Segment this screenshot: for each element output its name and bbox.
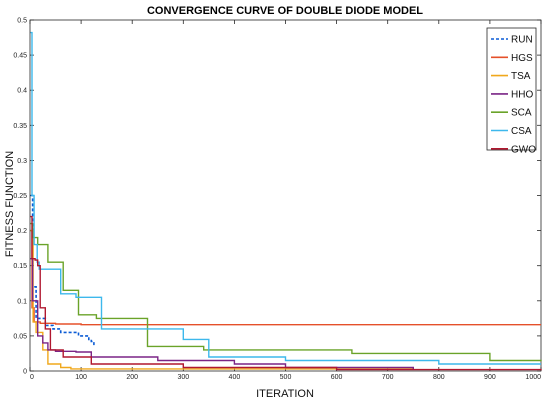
x-tick-label: 0 xyxy=(30,374,34,381)
legend-box xyxy=(486,27,537,151)
legend-label-run: RUN xyxy=(511,35,533,46)
legend: RUN HGS TSA HHO SCA CSA GWO xyxy=(486,27,537,155)
legend-label-csa: CSA xyxy=(511,126,532,137)
series-line-sca xyxy=(30,222,542,362)
y-axis-title: FITNESS FUNCTION xyxy=(4,151,16,257)
legend-label-sca: SCA xyxy=(511,108,532,119)
series-line-run xyxy=(30,194,95,347)
y-tick-label: 0.3 xyxy=(17,158,27,165)
legend-label-hho: HHO xyxy=(511,89,533,100)
legend-label-hgs: HGS xyxy=(511,53,533,64)
series-lines xyxy=(30,31,542,371)
y-tick-label: 0.05 xyxy=(13,333,27,340)
x-tick-label: 400 xyxy=(229,374,241,381)
y-axis-ticks: 0 0.05 0.1 0.15 0.2 0.25 0.3 0.35 0.4 0.45 0.5 xyxy=(13,18,541,376)
x-tick-label: 300 xyxy=(177,374,189,381)
legend-label-tsa: TSA xyxy=(511,71,531,82)
series-line-csa xyxy=(30,31,541,365)
x-axis-title: ITERATION xyxy=(256,388,314,400)
x-tick-label: 1000 xyxy=(525,374,541,381)
series-line-hho xyxy=(30,258,414,370)
x-tick-label: 900 xyxy=(484,374,496,381)
legend-label-gwo: GWO xyxy=(511,144,536,155)
x-tick-label: 200 xyxy=(126,374,138,381)
y-tick-label: 0.1 xyxy=(17,298,27,305)
chart-title: CONVERGENCE CURVE OF DOUBLE DIODE MODEL xyxy=(147,5,423,17)
series-line-tsa xyxy=(30,229,414,370)
y-tick-label: 0.4 xyxy=(17,88,27,95)
x-tick-label: 500 xyxy=(280,374,292,381)
y-tick-label: 0.25 xyxy=(13,193,27,200)
y-tick-label: 0.2 xyxy=(17,228,27,235)
y-tick-label: 0.5 xyxy=(17,18,27,25)
y-tick-label: 0 xyxy=(23,369,27,376)
x-tick-label: 800 xyxy=(433,374,445,381)
x-tick-label: 100 xyxy=(75,374,87,381)
y-tick-label: 0.15 xyxy=(13,263,27,270)
y-tick-label: 0.45 xyxy=(13,53,27,60)
series-line-gwo xyxy=(30,215,542,371)
y-tick-label: 0.35 xyxy=(13,123,27,130)
x-tick-label: 700 xyxy=(382,374,394,381)
x-tick-label: 600 xyxy=(331,374,343,381)
plot-area xyxy=(29,19,542,372)
